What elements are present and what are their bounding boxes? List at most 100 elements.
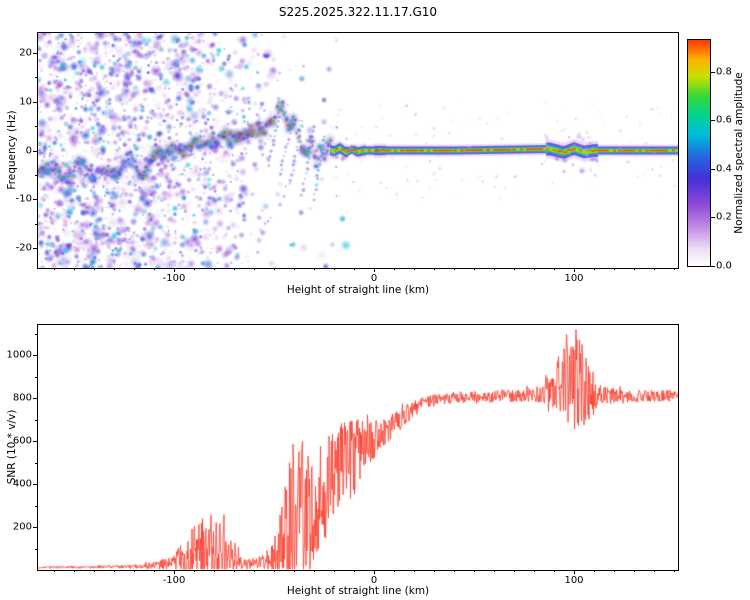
- tick-mark: [134, 268, 135, 270]
- tick-mark: [94, 570, 95, 572]
- tick-mark: [74, 268, 75, 270]
- tick-label: 0.8: [716, 66, 732, 78]
- snr-xlabel: Height of straight line (km): [286, 585, 430, 597]
- tick-mark: [474, 570, 475, 572]
- spectrogram-xlabel: Height of straight line (km): [286, 284, 430, 296]
- snr-canvas: [38, 325, 678, 570]
- colorbar-frame: [687, 39, 711, 267]
- tick-mark: [294, 268, 295, 270]
- tick-mark: [35, 462, 37, 464]
- tick-mark: [274, 268, 275, 270]
- tick-mark: [594, 570, 595, 572]
- tick-mark: [134, 570, 135, 572]
- tick-mark: [514, 268, 515, 270]
- tick-mark: [234, 268, 235, 270]
- tick-label: 0: [370, 273, 378, 284]
- tick-mark: [33, 398, 37, 400]
- tick-mark: [254, 570, 255, 572]
- tick-label: 10: [19, 96, 32, 108]
- tick-mark: [35, 126, 37, 128]
- tick-mark: [554, 268, 555, 270]
- tick-mark: [674, 268, 675, 270]
- tick-mark: [674, 570, 675, 572]
- tick-mark: [35, 376, 37, 378]
- tick-label: 800: [12, 392, 32, 404]
- tick-mark: [434, 570, 435, 572]
- tick-mark: [33, 441, 37, 443]
- tick-mark: [474, 268, 475, 270]
- tick-mark: [711, 168, 715, 170]
- tick-mark: [334, 268, 335, 270]
- tick-mark: [33, 199, 37, 201]
- tick-label: 1000: [6, 349, 32, 361]
- tick-mark: [194, 570, 195, 572]
- tick-label: -100: [162, 575, 186, 586]
- tick-label: 0.0: [716, 260, 732, 272]
- colorbar-label: Normalized spectral amplitude: [733, 72, 745, 234]
- tick-mark: [174, 570, 175, 574]
- tick-mark: [494, 570, 495, 572]
- tick-mark: [394, 570, 395, 572]
- tick-mark: [35, 174, 37, 176]
- tick-mark: [35, 333, 37, 335]
- tick-mark: [574, 570, 575, 574]
- snr-frame: [37, 324, 679, 571]
- tick-mark: [33, 52, 37, 54]
- tick-mark: [194, 268, 195, 270]
- snr-ylabel: SNR (10 * v/v): [6, 409, 18, 485]
- tick-mark: [314, 268, 315, 270]
- tick-mark: [154, 570, 155, 572]
- tick-mark: [614, 268, 615, 270]
- tick-mark: [554, 570, 555, 572]
- tick-mark: [354, 570, 355, 572]
- tick-mark: [33, 248, 37, 250]
- tick-mark: [514, 570, 515, 572]
- tick-mark: [294, 570, 295, 572]
- tick-label: 0.4: [716, 163, 732, 175]
- tick-mark: [711, 71, 715, 73]
- tick-mark: [35, 419, 37, 421]
- tick-mark: [374, 570, 375, 574]
- tick-mark: [711, 217, 715, 219]
- tick-label: 20: [19, 47, 32, 59]
- tick-mark: [33, 484, 37, 486]
- tick-mark: [114, 570, 115, 572]
- tick-mark: [434, 268, 435, 270]
- tick-mark: [33, 101, 37, 103]
- colorbar-canvas: [688, 40, 710, 266]
- tick-mark: [54, 268, 55, 270]
- tick-mark: [414, 570, 415, 572]
- tick-mark: [414, 268, 415, 270]
- tick-mark: [234, 570, 235, 572]
- tick-label: 200: [12, 521, 32, 533]
- tick-mark: [354, 268, 355, 270]
- tick-mark: [374, 268, 375, 272]
- tick-mark: [711, 266, 715, 267]
- tick-label: 0: [370, 575, 378, 586]
- spectrogram-canvas: [38, 33, 678, 268]
- tick-mark: [35, 77, 37, 79]
- tick-mark: [94, 268, 95, 270]
- tick-mark: [334, 570, 335, 572]
- tick-label: -20: [15, 242, 32, 254]
- tick-mark: [174, 268, 175, 272]
- tick-mark: [254, 268, 255, 270]
- tick-mark: [534, 570, 535, 572]
- tick-label: 0.6: [716, 114, 732, 126]
- tick-mark: [314, 570, 315, 572]
- tick-label: -100: [162, 273, 186, 284]
- tick-mark: [634, 268, 635, 270]
- tick-mark: [33, 355, 37, 357]
- tick-mark: [154, 268, 155, 270]
- tick-mark: [594, 268, 595, 270]
- tick-mark: [274, 570, 275, 572]
- tick-label: 0.2: [716, 211, 732, 223]
- tick-label: -10: [15, 193, 32, 205]
- tick-label: 100: [564, 575, 584, 586]
- tick-mark: [711, 120, 715, 122]
- tick-mark: [35, 223, 37, 225]
- tick-mark: [534, 268, 535, 270]
- tick-label: 100: [564, 273, 584, 284]
- tick-label: 0: [25, 145, 32, 156]
